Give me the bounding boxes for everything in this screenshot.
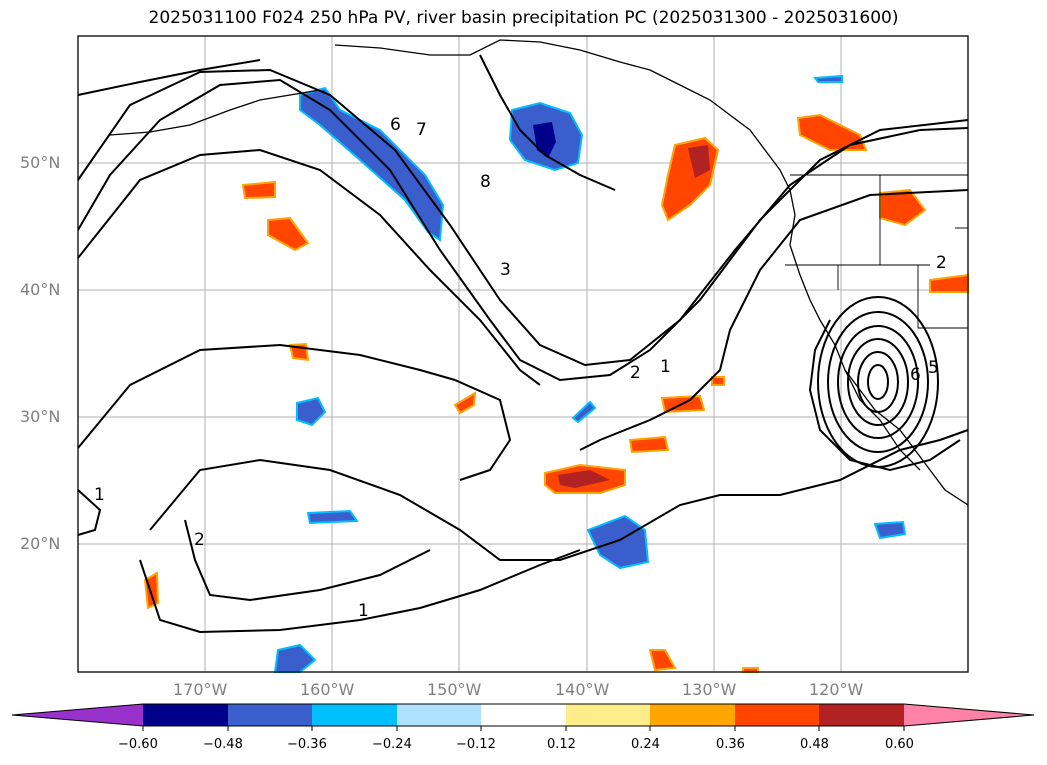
map-frame [77, 35, 969, 673]
contour-label-8: 8 [480, 172, 491, 192]
alaska-coast [334, 39, 791, 191]
borders [785, 174, 968, 329]
colorbar-tick-8: 0.48 [800, 737, 829, 752]
contour-label-5: 5 [928, 358, 939, 378]
lon-label-120w: 120°W [809, 680, 864, 699]
precip-blob-subtrop [571, 400, 597, 424]
contour-labels: 1 2 1 2 3 8 7 6 5 6 2 1 [94, 115, 947, 621]
colorbar-tick-0: −0.60 [118, 737, 158, 752]
contour-label-2b: 2 [630, 363, 641, 383]
colorbar-tick-5: 0.12 [547, 737, 576, 752]
precip-blob-south [586, 514, 650, 570]
lon-label-160w: 160°W [300, 680, 355, 699]
colorbar-segment-5 [481, 704, 566, 726]
contour-label-7: 7 [416, 120, 427, 140]
precip-negative [273, 74, 907, 673]
colorbar-segment-2 [228, 704, 312, 726]
colorbar [11, 703, 1035, 731]
precip-blob-w1 [241, 180, 276, 200]
colorbar-under-arrow [12, 704, 143, 726]
precip-blob-bottom2 [648, 649, 677, 672]
precip-blob-id [879, 188, 927, 227]
pv-contours [77, 54, 969, 634]
lon-label-170w: 170°W [173, 680, 228, 699]
colorbar-tick-3: −0.24 [372, 737, 412, 752]
precip-positive [143, 113, 969, 673]
precip-blob-wa [796, 113, 868, 151]
precip-blob-mid2-core [558, 470, 610, 488]
contour-label-2c: 2 [936, 253, 947, 273]
lon-label-140w: 140°W [555, 680, 610, 699]
lat-label-40n: 40°N [20, 280, 61, 299]
lat-label-50n: 50°N [20, 153, 61, 172]
colorbar-tick-4: −0.12 [456, 737, 496, 752]
contour-label-6: 6 [390, 115, 401, 135]
precip-blob-ut [929, 273, 969, 293]
precip-blob-bc-core [688, 145, 710, 178]
precip-blob-alaska [813, 74, 843, 83]
lat-label-20n: 20°N [20, 534, 61, 553]
contour-label-1a: 1 [358, 601, 369, 621]
colorbar-tick-6: 0.24 [631, 737, 660, 752]
gridlines [78, 36, 968, 672]
colorbar-tick-9: 0.60 [885, 737, 914, 752]
colorbar-segment-9 [819, 704, 904, 726]
precip-blob-baja [873, 520, 907, 540]
colorbar-over-arrow [904, 704, 1034, 726]
contour-label-1b: 1 [660, 357, 671, 377]
precip-blob-mid5 [711, 376, 725, 386]
colorbar-tick-2: −0.36 [287, 737, 327, 752]
colorbar-tick-1: −0.48 [203, 737, 243, 752]
contour-label-6b: 6 [910, 365, 921, 385]
colorbar-tick-7: 0.36 [716, 737, 745, 752]
colorbar-segment-4 [397, 704, 481, 726]
colorbar-segment-8 [735, 704, 819, 726]
lon-label-150w: 150°W [427, 680, 482, 699]
contour-label-2a: 2 [194, 530, 205, 550]
lat-label-30n: 30°N [20, 407, 61, 426]
aleutian-chain [109, 89, 321, 136]
precip-blob-bottom [273, 643, 317, 673]
colorbar-segment-6 [566, 704, 650, 726]
colorbar-segment-7 [650, 704, 735, 726]
precip-blob-mid3 [628, 435, 670, 454]
map-title: 2025031100 F024 250 hPa PV, river basin … [148, 8, 899, 28]
colorbar-segment-1 [143, 704, 228, 726]
contour-label-1c: 1 [94, 485, 105, 505]
precip-blob-hawaii [306, 509, 359, 525]
precip-blob-w2 [267, 216, 310, 252]
colorbar-segment-3 [312, 704, 397, 726]
precip-blob-mid1 [453, 391, 477, 415]
lon-label-130w: 130°W [682, 680, 737, 699]
precip-blob-aleutian [299, 86, 445, 242]
precip-blob-small1 [296, 396, 327, 427]
contour-label-3: 3 [500, 260, 511, 280]
